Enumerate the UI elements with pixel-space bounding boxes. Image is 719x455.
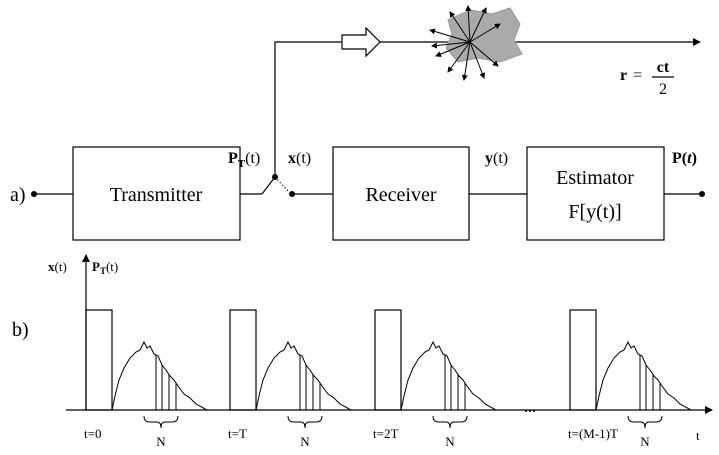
- paren: ): [692, 150, 697, 167]
- denominator: 2: [659, 81, 667, 98]
- block-label: F[y(t)]: [568, 201, 621, 223]
- time-label: t=T: [228, 426, 247, 441]
- scatter-arrow: [429, 28, 471, 43]
- panel-label: a): [10, 184, 26, 206]
- argument: (t): [55, 259, 67, 274]
- echo: [111, 340, 208, 411]
- scatter-arrow: [447, 41, 471, 73]
- gate-brace: [143, 415, 179, 429]
- scatter-arrow: [469, 41, 485, 79]
- gate-label: N: [640, 434, 650, 449]
- subscript: T: [100, 266, 106, 276]
- subscript: T: [238, 158, 246, 170]
- paren: (: [682, 150, 687, 167]
- signal-label: P(t): [672, 150, 697, 167]
- block-label: Transmitter: [110, 184, 203, 206]
- scatter-arrow: [469, 7, 487, 43]
- terminal: [699, 191, 705, 197]
- block-label: Estimator: [556, 167, 634, 189]
- symbol: x: [288, 150, 296, 167]
- signal-label: y(t): [485, 150, 508, 167]
- argument: (t): [245, 150, 260, 167]
- signal-label: x(t): [288, 150, 311, 167]
- block-label: Receiver: [365, 184, 436, 206]
- argument: (t): [493, 150, 508, 167]
- gate-label: N: [445, 434, 455, 449]
- scatter-arrow: [435, 41, 471, 57]
- signal-label: PT(t): [228, 150, 260, 170]
- gate-brace: [432, 415, 468, 429]
- scatter-arrow: [469, 23, 501, 43]
- argument: (t): [296, 150, 311, 167]
- axis-label: t: [696, 428, 700, 443]
- gate-label: N: [300, 434, 310, 449]
- switch-dotted: [274, 176, 290, 193]
- symbol: y: [485, 150, 493, 167]
- tx-pulse: [229, 309, 257, 411]
- time-label: t=0: [84, 426, 101, 441]
- axis-label: x(t): [48, 259, 67, 274]
- symbol: r: [620, 67, 627, 84]
- symbol: P: [672, 150, 682, 167]
- numerator: ct: [657, 59, 670, 76]
- scatter-arrow: [431, 41, 471, 49]
- symbol: P: [228, 150, 238, 167]
- tx-pulse: [85, 309, 113, 411]
- symbol: x: [48, 259, 55, 274]
- gate-brace: [287, 415, 323, 429]
- tx-pulse: [569, 309, 597, 411]
- echo: [400, 340, 497, 411]
- gate-brace: [627, 415, 663, 429]
- argument: (t): [106, 259, 118, 274]
- scatter-arrows: [429, 5, 501, 81]
- propagation-line: [274, 38, 701, 177]
- hollow-arrow: [341, 26, 381, 58]
- scatter-arrow: [461, 41, 471, 81]
- symbol: P: [92, 259, 100, 274]
- estimator-block: [526, 146, 665, 241]
- equals: =: [633, 67, 642, 84]
- echo: [255, 340, 352, 411]
- switch-arm: [261, 176, 276, 195]
- time-label: t=(M-1)T: [568, 426, 618, 441]
- range-formula: r =: [620, 67, 642, 84]
- panel-label: b): [12, 319, 29, 341]
- gate-label: N: [156, 434, 166, 449]
- tx-pulse: [374, 309, 402, 411]
- axis-label: PT(t): [92, 259, 118, 276]
- scatter-arrow: [469, 41, 499, 67]
- echo: [595, 340, 692, 411]
- scatter-arrow: [465, 5, 472, 43]
- variable: t: [687, 150, 692, 167]
- time-label: t=2T: [373, 426, 398, 441]
- ellipsis: ...: [524, 399, 536, 416]
- scatter-arrow: [449, 11, 471, 43]
